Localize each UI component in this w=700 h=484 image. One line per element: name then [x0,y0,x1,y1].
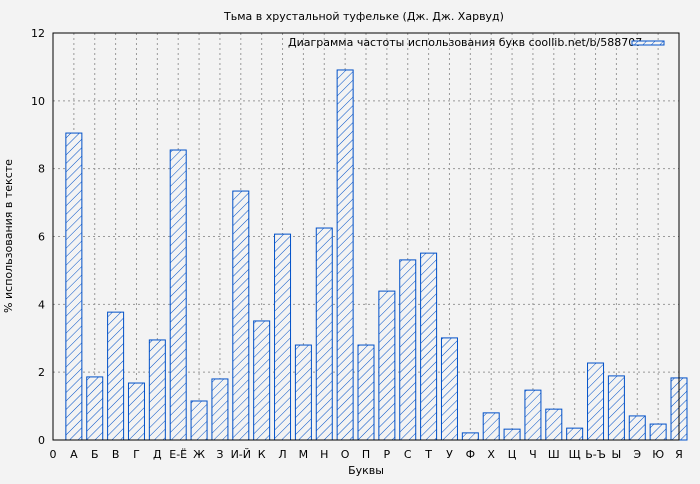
x-tick-label: И-Й [231,448,251,461]
legend-label: Диаграмма частоты использования букв coo… [288,36,642,49]
y-tick-label: 8 [38,163,45,176]
chart-title: Тьма в хрустальной туфельке (Дж. Дж. Хар… [223,10,504,23]
bar-Ж [190,400,208,441]
x-tick-label: В [112,448,120,461]
bar-Ю [649,423,667,441]
x-tick-label: Ж [193,448,205,461]
bar-Д [148,339,166,441]
x-tick-label: Р [384,448,391,461]
x-tick-label: Ш [548,448,560,461]
x-tick-label: П [362,448,370,461]
x-tick-label: У [446,448,453,461]
y-tick-label: 6 [38,231,45,244]
bar-Ь-Ъ [587,362,605,441]
x-tick-label: Щ [569,448,581,461]
x-tick-label: Д [153,448,162,461]
x-tick-label: А [70,448,78,461]
x-tick-label: 0 [50,448,57,461]
x-tick-label: С [404,448,412,461]
x-tick-label: О [341,448,350,461]
bar-Г [127,382,145,441]
bar-Л [274,233,292,441]
bar-С [399,259,417,441]
y-tick-label: 2 [38,366,45,379]
bar-Э [628,415,646,441]
bar-Ц [503,428,521,441]
x-axis-label: Буквы [348,464,384,477]
bar-Р [378,290,396,441]
bar-Щ [566,427,584,441]
bar-Ш [545,408,563,441]
x-tick-label: Е-Ё [169,448,187,461]
x-tick-label: З [216,448,223,461]
x-tick-label: Э [633,448,641,461]
bar-Ы [607,375,625,441]
x-tick-label: Х [487,448,495,461]
x-tick-label: Ч [529,448,537,461]
bar-З [211,378,229,441]
bar-О [336,69,354,441]
y-tick-label: 0 [38,434,45,447]
legend-swatch [631,40,665,46]
bar-Т [420,252,438,441]
x-tick-label: Я [675,448,683,461]
x-tick-label: Л [278,448,286,461]
x-tick-label: Г [133,448,140,461]
x-tick-label: Н [320,448,328,461]
y-tick-label: 10 [31,95,45,108]
x-tick-label: Ь-Ъ [585,448,606,461]
x-tick-label: К [258,448,266,461]
x-tick-label: Ц [508,448,517,461]
bar-П [357,344,375,441]
x-tick-label: Б [91,448,99,461]
bar-И-Й [232,190,250,441]
y-axis-label: % использования в тексте [2,159,15,313]
plot-frame [52,32,680,441]
x-tick-label: М [299,448,309,461]
bar-В [107,311,125,441]
bar-Ч [524,389,542,441]
y-tick-label: 4 [38,298,45,311]
bar-Е-Ё [169,149,187,441]
bar-У [440,337,458,441]
bar-Х [482,412,500,441]
bar-Б [86,376,104,441]
bar-Н [315,227,333,441]
x-tick-label: Ф [466,448,475,461]
y-tick-label: 12 [31,27,45,40]
x-tick-label: Т [424,448,432,461]
bar-А [65,132,83,441]
bar-Ф [461,432,479,441]
bar-М [294,344,312,441]
bar-К [253,320,271,441]
x-tick-label: Ы [612,448,622,461]
x-tick-label: Ю [652,448,664,461]
